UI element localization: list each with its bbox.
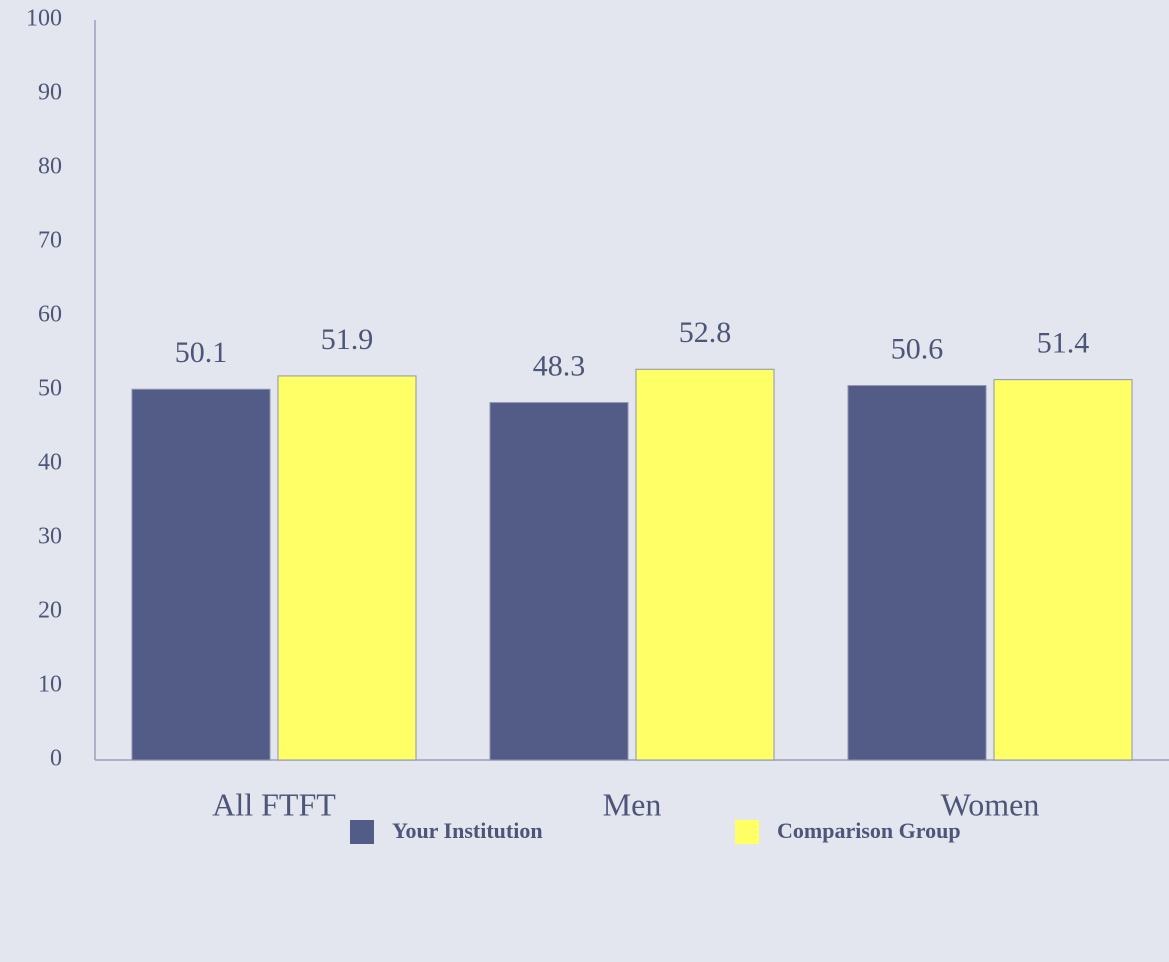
bar (847, 385, 987, 761)
legend-swatch (350, 820, 374, 844)
y-tick-label: 60 (38, 302, 62, 328)
value-label: 51.9 (321, 323, 374, 356)
y-tick-label: 50 (38, 376, 62, 402)
bar (131, 388, 271, 761)
y-tick-label: 90 (38, 80, 62, 106)
y-tick-label: 100 (26, 6, 62, 32)
y-tick-label: 0 (50, 746, 62, 772)
value-label: 50.6 (891, 332, 944, 365)
legend-swatch (735, 820, 759, 844)
y-tick-label: 70 (38, 228, 62, 254)
legend-label: Your Institution (392, 818, 543, 843)
bar (489, 402, 629, 761)
bar (993, 379, 1133, 761)
x-tick-label: All FTFT (212, 786, 336, 822)
legend-label: Comparison Group (777, 818, 961, 843)
x-tick-label: Women (941, 786, 1040, 822)
bar (635, 368, 775, 761)
y-tick-label: 40 (38, 450, 62, 476)
value-label: 48.3 (533, 349, 586, 382)
bar (277, 375, 417, 761)
value-label: 50.1 (175, 336, 228, 369)
value-label: 51.4 (1037, 327, 1090, 360)
x-tick-label: Men (603, 786, 662, 822)
y-tick-label: 10 (38, 672, 62, 698)
y-tick-label: 30 (38, 524, 62, 550)
y-tick-label: 80 (38, 154, 62, 180)
value-label: 52.8 (679, 316, 732, 349)
y-tick-label: 20 (38, 598, 62, 624)
